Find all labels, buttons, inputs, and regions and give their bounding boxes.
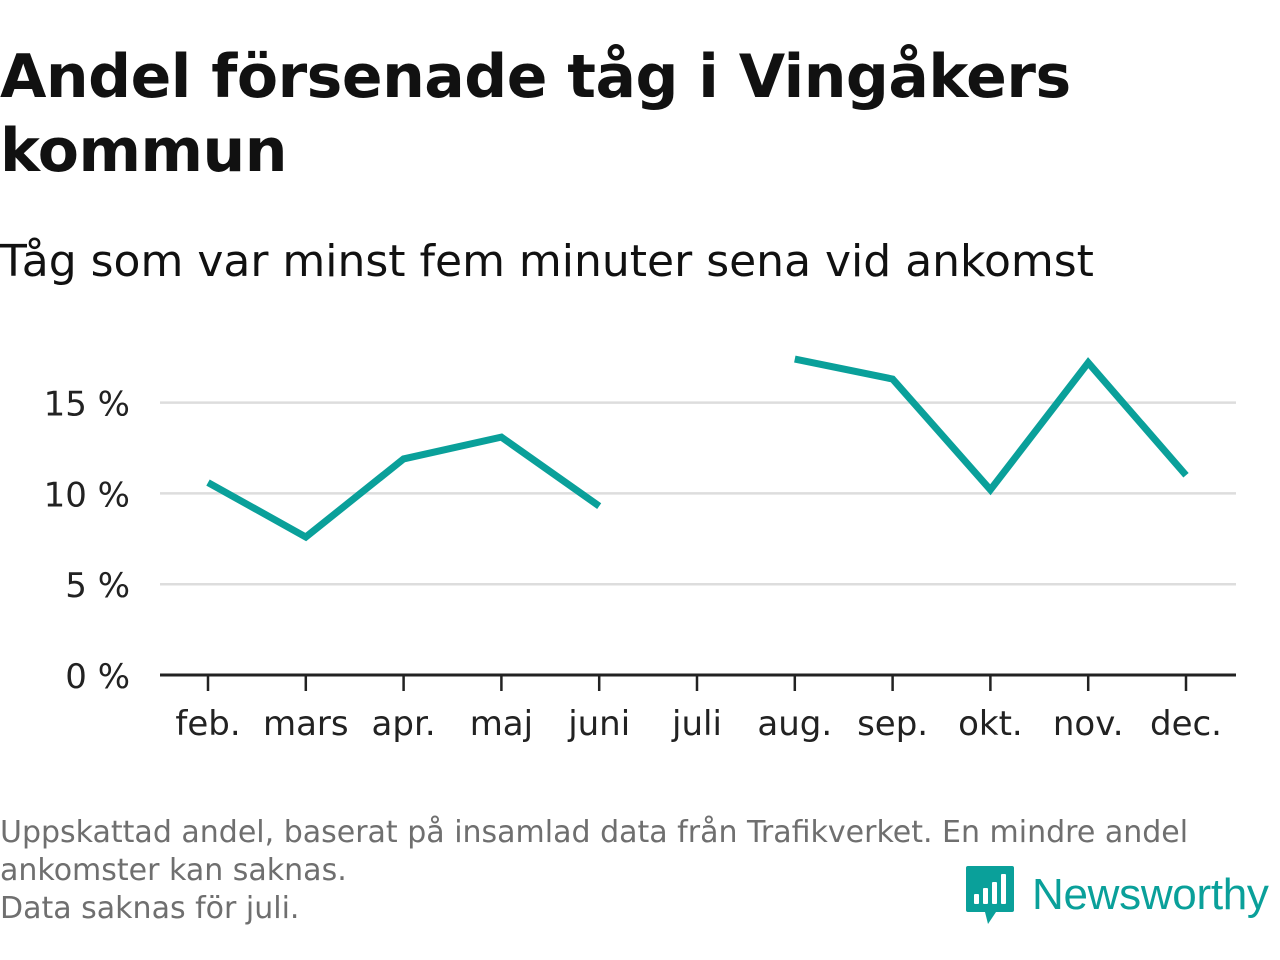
- x-tick-label: mars: [263, 704, 349, 744]
- x-tick-label: juli: [671, 704, 722, 744]
- line-chart: 0 % 5 % 10 % 15 % feb. mars apr. maj juni juli au…: [44, 355, 1236, 744]
- x-axis: [160, 673, 1236, 691]
- series-line: [206, 433, 602, 542]
- x-tick-label: okt.: [958, 704, 1023, 744]
- footnote: Uppskattad andel, baserat på insamlad da…: [0, 814, 1270, 928]
- x-tick-label: juni: [567, 704, 630, 744]
- chart-title: Andel försenade tåg i Vingåkers kommun: [0, 42, 1071, 186]
- brand-name: Newsworthy: [1032, 870, 1269, 919]
- x-tick-label: sep.: [857, 704, 928, 744]
- footnote-line: Data saknas för juli.: [0, 891, 300, 926]
- y-tick-label: 10 %: [44, 475, 130, 515]
- brand-logo: Newsworthy: [964, 864, 1269, 926]
- series-line: [794, 355, 1189, 496]
- gridlines: [160, 401, 1236, 586]
- x-tick-label: aug.: [757, 704, 832, 744]
- x-tick-label: feb.: [175, 704, 240, 744]
- x-tick-label: nov.: [1053, 704, 1124, 744]
- series-lines: [206, 355, 1189, 542]
- x-tick-label: apr.: [372, 704, 436, 744]
- y-tick-label: 0 %: [65, 657, 130, 697]
- y-tick-label: 15 %: [44, 385, 130, 425]
- x-axis-tick-labels: feb. mars apr. maj juni juli aug. sep. okt. nov. d…: [175, 704, 1222, 744]
- footnote-line: ankomster kan saknas.: [0, 853, 347, 888]
- chart-subtitle: Tåg som var minst fem minuter sena vid a…: [0, 236, 1094, 287]
- newsworthy-logo-icon: [966, 866, 1014, 924]
- y-axis-tick-labels: 0 % 5 % 10 % 15 %: [44, 385, 130, 697]
- footnote-line: Uppskattad andel, baserat på insamlad da…: [0, 815, 1189, 850]
- y-tick-label: 5 %: [65, 566, 130, 606]
- x-tick-label: maj: [470, 704, 533, 744]
- x-tick-label: dec.: [1150, 704, 1222, 744]
